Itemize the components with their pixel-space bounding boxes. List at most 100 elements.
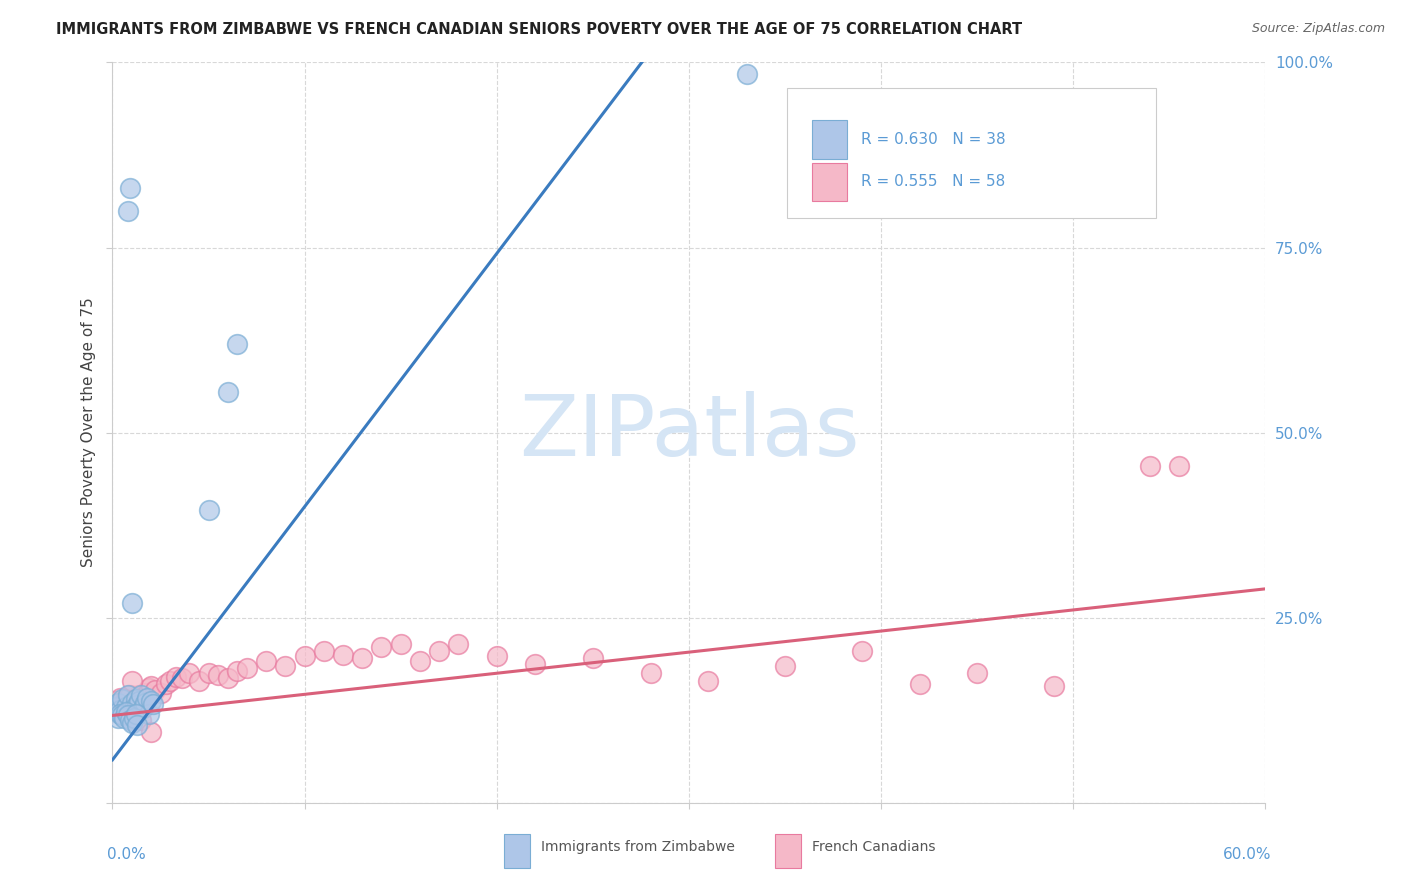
Point xyxy=(121,696,143,710)
Text: R = 0.630   N = 38: R = 0.630 N = 38 xyxy=(860,132,1005,147)
Point xyxy=(121,673,143,688)
Point xyxy=(352,651,374,665)
Point xyxy=(118,703,141,717)
Point xyxy=(582,651,605,665)
Point xyxy=(170,672,193,686)
Point xyxy=(105,693,128,707)
Point xyxy=(274,658,297,673)
Point xyxy=(427,644,450,658)
Point xyxy=(127,701,149,715)
Point xyxy=(111,708,134,723)
Point xyxy=(851,644,873,658)
Point xyxy=(312,644,335,658)
Point xyxy=(127,718,149,732)
Point xyxy=(134,686,156,700)
Point xyxy=(332,648,354,662)
Point xyxy=(122,699,145,714)
Point xyxy=(132,701,155,715)
Text: 0.0%: 0.0% xyxy=(107,847,145,863)
Point xyxy=(132,698,155,712)
Point xyxy=(128,693,150,707)
Point xyxy=(121,696,143,710)
Point xyxy=(105,699,128,714)
Point xyxy=(524,657,547,671)
Point xyxy=(129,713,153,727)
Point xyxy=(107,696,129,710)
Point xyxy=(159,673,181,688)
Point xyxy=(122,711,145,725)
Point xyxy=(485,649,508,664)
Point xyxy=(115,699,138,714)
Point xyxy=(236,661,259,675)
Point xyxy=(107,698,129,712)
Y-axis label: Seniors Poverty Over the Age of 75: Seniors Poverty Over the Age of 75 xyxy=(80,298,96,567)
Point xyxy=(142,698,165,712)
Point xyxy=(117,703,139,717)
Point xyxy=(118,713,141,727)
Point xyxy=(128,689,150,703)
Point xyxy=(107,711,129,725)
Point xyxy=(143,683,166,698)
Point xyxy=(118,181,141,195)
Point xyxy=(136,690,159,705)
FancyBboxPatch shape xyxy=(505,834,530,868)
Point xyxy=(409,654,432,668)
Text: Immigrants from Zimbabwe: Immigrants from Zimbabwe xyxy=(541,840,735,855)
Point xyxy=(111,692,134,706)
Text: R = 0.555   N = 58: R = 0.555 N = 58 xyxy=(860,174,1005,189)
Point xyxy=(129,689,153,703)
Point xyxy=(139,725,162,739)
Text: IMMIGRANTS FROM ZIMBABWE VS FRENCH CANADIAN SENIORS POVERTY OVER THE AGE OF 75 C: IMMIGRANTS FROM ZIMBABWE VS FRENCH CANAD… xyxy=(56,22,1022,37)
Point xyxy=(226,336,249,351)
Point xyxy=(908,677,931,691)
Point xyxy=(1139,458,1161,473)
Point xyxy=(165,670,187,684)
Point xyxy=(179,666,201,681)
Point xyxy=(122,701,145,715)
Point xyxy=(117,689,139,703)
Point xyxy=(136,690,159,705)
Point xyxy=(294,649,316,664)
Point xyxy=(149,686,172,700)
FancyBboxPatch shape xyxy=(787,88,1156,218)
Point xyxy=(188,673,211,688)
Point xyxy=(197,666,219,681)
Point xyxy=(389,637,412,651)
Point xyxy=(112,696,135,710)
Point xyxy=(254,654,277,668)
Point xyxy=(640,666,662,681)
Text: Source: ZipAtlas.com: Source: ZipAtlas.com xyxy=(1251,22,1385,36)
Point xyxy=(124,690,146,705)
Point xyxy=(124,692,146,706)
Point xyxy=(112,711,135,725)
Point xyxy=(447,637,470,651)
Point xyxy=(1168,458,1191,473)
Point xyxy=(197,503,219,517)
Point xyxy=(217,672,239,686)
Point xyxy=(121,596,143,610)
Point xyxy=(117,708,139,723)
FancyBboxPatch shape xyxy=(813,120,846,159)
Text: ZIPatlas: ZIPatlas xyxy=(519,391,859,475)
Point xyxy=(129,693,153,707)
Point xyxy=(735,66,758,80)
Point xyxy=(115,692,138,706)
Point xyxy=(118,689,141,703)
Point xyxy=(138,706,160,721)
Point xyxy=(108,703,131,717)
Point xyxy=(217,384,239,399)
Point xyxy=(697,673,720,688)
Point xyxy=(226,664,249,678)
Point xyxy=(134,696,156,710)
Point xyxy=(121,715,143,730)
Point xyxy=(1043,679,1066,693)
Point xyxy=(138,681,160,695)
FancyBboxPatch shape xyxy=(776,834,801,868)
Point xyxy=(124,706,146,721)
Point xyxy=(111,701,134,715)
Point xyxy=(108,690,131,705)
Text: 60.0%: 60.0% xyxy=(1223,847,1271,863)
Point xyxy=(115,706,138,720)
Point xyxy=(155,677,177,691)
Point xyxy=(773,658,796,673)
